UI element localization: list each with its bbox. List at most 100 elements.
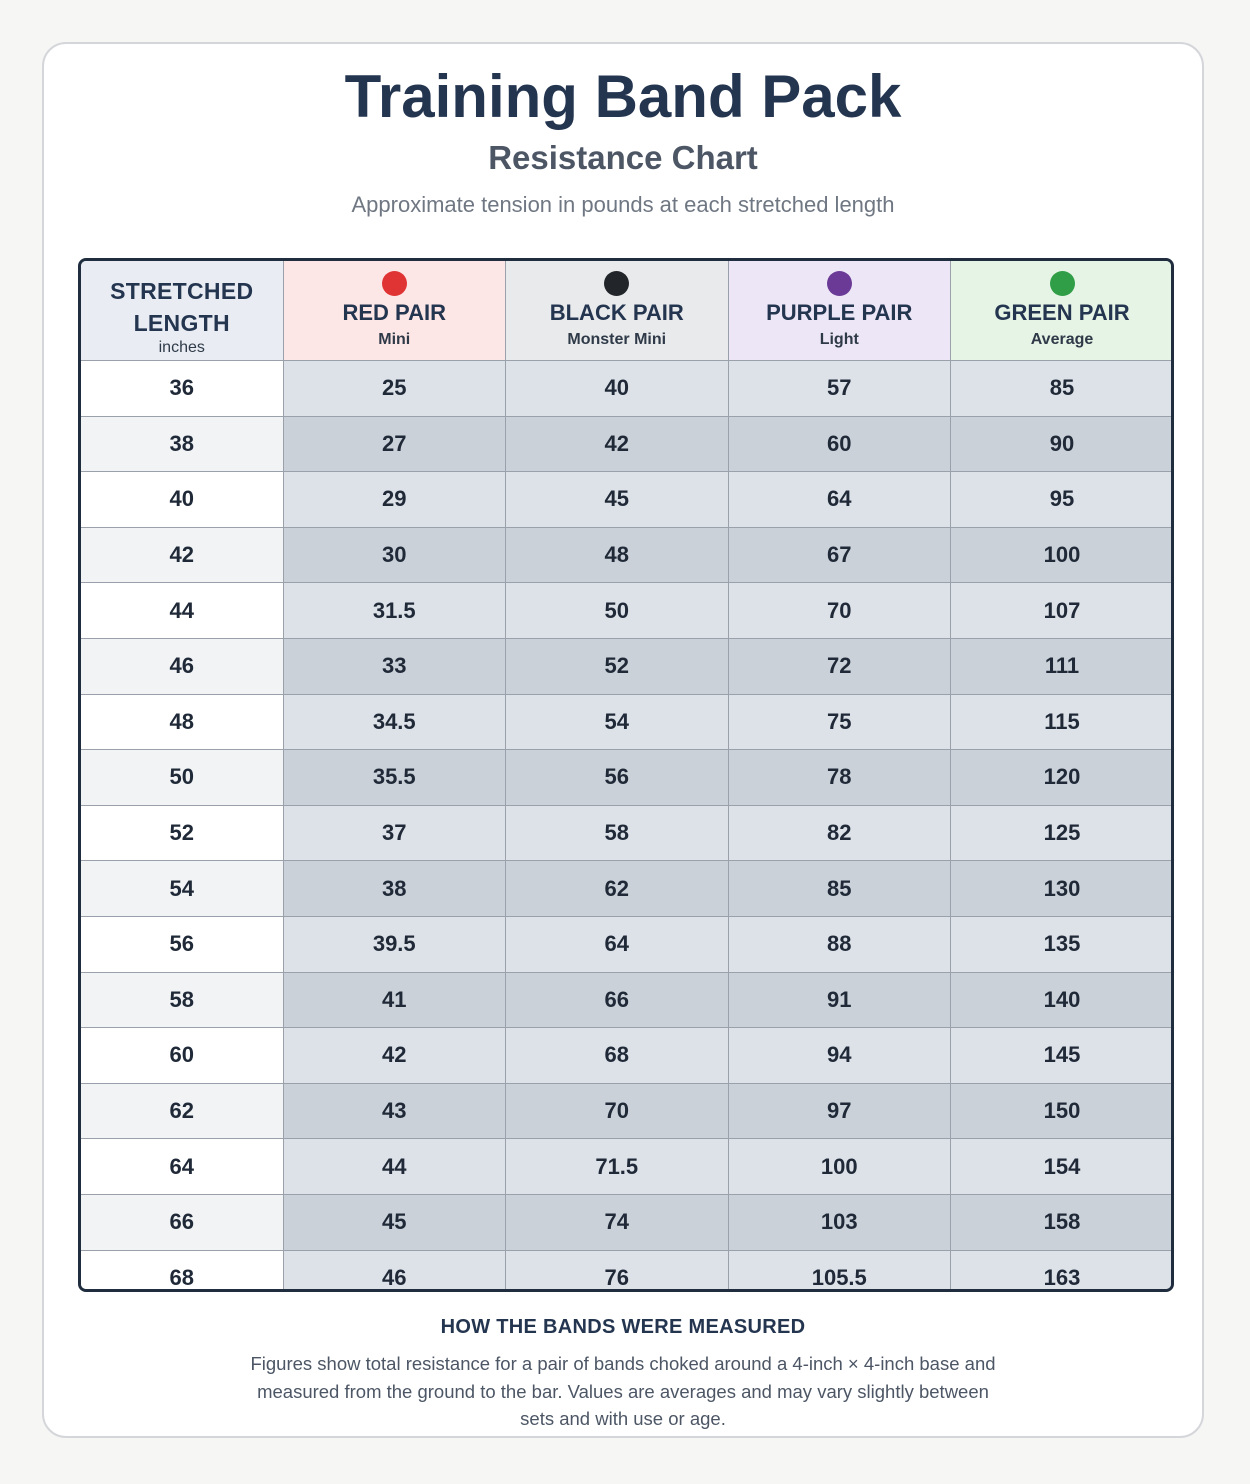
resistance-cell: 75 [727,693,951,751]
resistance-cell: 163 [950,1249,1171,1289]
resistance-cell: 64 [727,471,951,528]
length-header-label: STRETCHED LENGTH [110,278,254,336]
resistance-cell: 58 [505,804,729,862]
table-row: 42 30 48 67 100 [81,526,1171,584]
resistance-cell: 140 [950,971,1171,1029]
table-body: 36 25 40 57 85 38 27 42 60 90 40 29 45 64 95 42 30 48 67 10… [81,360,1171,1289]
resistance-cell: 71.5 [505,1138,729,1195]
resistance-cell: 100 [950,526,1171,584]
band-color-dot-icon [1049,271,1075,296]
length-cell: 58 [81,971,284,1029]
resistance-cell: 37 [282,804,506,862]
length-cell: 40 [81,471,284,528]
resistance-cell: 68 [505,1027,729,1084]
resistance-cell: 43 [282,1082,506,1140]
resistance-cell: 48 [505,526,729,584]
resistance-cell: 45 [505,471,729,528]
band-column-header: BLACK PAIR Monster Mini [505,261,729,361]
band-name: BLACK PAIR [549,300,684,325]
resistance-cell: 56 [505,749,729,806]
table-row: 44 31.5 50 70 107 [81,582,1171,639]
resistance-cell: 91 [727,971,951,1029]
length-cell: 48 [81,693,284,751]
resistance-cell: 25 [282,360,506,417]
table-row: 54 38 62 85 130 [81,860,1171,917]
resistance-cell: 85 [950,360,1171,417]
resistance-cell: 52 [505,637,729,695]
length-cell: 52 [81,804,284,862]
resistance-cell: 29 [282,471,506,528]
resistance-cell: 100 [727,1138,951,1195]
table-row: 66 45 74 103 158 [81,1193,1171,1251]
table-row: 62 43 70 97 150 [81,1082,1171,1140]
table-row: 50 35.5 56 78 120 [81,749,1171,806]
band-color-dot-icon [381,271,407,296]
resistance-cell: 64 [505,915,729,973]
length-cell: 66 [81,1193,284,1251]
length-cell: 68 [81,1249,284,1289]
band-name: GREEN PAIR [994,300,1130,325]
resistance-cell: 97 [727,1082,951,1140]
resistance-cell: 130 [950,860,1171,917]
resistance-cell: 62 [505,860,729,917]
resistance-cell: 76 [505,1249,729,1289]
resistance-cell: 135 [950,915,1171,973]
resistance-cell: 66 [505,971,729,1029]
length-cell: 64 [81,1138,284,1195]
resistance-cell: 42 [282,1027,506,1084]
table-row: 68 46 76 105.5 163 [81,1249,1171,1289]
resistance-cell: 38 [282,860,506,917]
resistance-cell: 82 [727,804,951,862]
resistance-cell: 57 [727,360,951,417]
resistance-cell: 35.5 [282,749,506,806]
measurement-note-body: Figures show total resistance for a pair… [250,1353,996,1429]
resistance-cell: 158 [950,1193,1171,1251]
resistance-cell: 103 [727,1193,951,1251]
resistance-cell: 115 [950,693,1171,751]
band-name: PURPLE PAIR [766,300,913,325]
resistance-cell: 30 [282,526,506,584]
table-row: 48 34.5 54 75 115 [81,693,1171,751]
resistance-cell: 95 [950,471,1171,528]
resistance-cell: 34.5 [282,693,506,751]
resistance-chart-card: Training Band Pack Resistance Chart Appr… [42,42,1204,1438]
resistance-cell: 67 [727,526,951,584]
resistance-cell: 72 [727,637,951,695]
resistance-cell: 150 [950,1082,1171,1140]
length-cell: 56 [81,915,284,973]
band-color-dot-icon [604,271,630,296]
resistance-cell: 90 [950,415,1171,473]
resistance-cell: 107 [950,582,1171,639]
resistance-cell: 33 [282,637,506,695]
table-header-row: STRETCHED LENGTH inches RED PAIR Mini BLAC… [81,261,1171,361]
resistance-cell: 45 [282,1193,506,1251]
length-header-unit: inches [158,339,205,356]
resistance-cell: 70 [727,582,951,639]
table-row: 52 37 58 82 125 [81,804,1171,862]
resistance-cell: 78 [727,749,951,806]
length-cell: 46 [81,637,284,695]
band-color-dot-icon [826,271,852,296]
resistance-cell: 27 [282,415,506,473]
band-level: Light [819,331,859,348]
resistance-cell: 120 [950,749,1171,806]
resistance-cell: 39.5 [282,915,506,973]
table-row: 64 44 71.5 100 154 [81,1138,1171,1195]
table-row: 56 39.5 64 88 135 [81,915,1171,973]
band-column-header: GREEN PAIR Average [950,261,1171,361]
resistance-cell: 85 [727,860,951,917]
length-cell: 42 [81,526,284,584]
resistance-cell: 125 [950,804,1171,862]
table-row: 38 27 42 60 90 [81,415,1171,473]
resistance-cell: 70 [505,1082,729,1140]
band-level: Monster Mini [567,331,667,348]
resistance-cell: 44 [282,1138,506,1195]
band-name: RED PAIR [342,300,447,325]
length-cell: 38 [81,415,284,473]
resistance-cell: 46 [282,1249,506,1289]
page-subtitle: Resistance Chart [488,139,758,176]
length-cell: 36 [81,360,284,417]
resistance-cell: 111 [950,637,1171,695]
band-level: Average [1030,331,1094,348]
resistance-cell: 31.5 [282,582,506,639]
